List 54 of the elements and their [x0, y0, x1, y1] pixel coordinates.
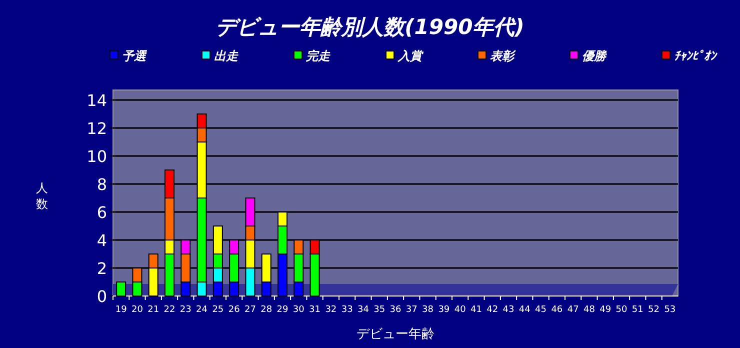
x-tick-label: 25	[212, 305, 224, 315]
x-tick-label: 38	[422, 305, 434, 315]
y-tick-label: 6	[96, 203, 107, 222]
x-tick-label: 40	[454, 305, 466, 315]
x-tick-label: 49	[600, 305, 612, 315]
legend-label: 優勝	[582, 49, 607, 63]
x-tick-label: 34	[357, 305, 370, 315]
x-tick-label: 36	[390, 305, 402, 315]
legend-label: ﾁｬﾝﾋﾟｵﾝ	[674, 49, 718, 63]
bar	[116, 282, 126, 296]
x-tick-label: 32	[325, 305, 337, 315]
x-tick-label: 30	[292, 305, 305, 315]
y-tick-label: 10	[86, 147, 107, 166]
x-tick-label: 21	[148, 305, 160, 315]
chart-title: デビュー年齢別人数(1990年代)	[216, 15, 524, 39]
x-tick-label: 28	[260, 305, 272, 315]
x-tick-label: 33	[341, 305, 353, 315]
x-tick-label: 27	[244, 305, 256, 315]
x-tick-label: 44	[518, 305, 531, 315]
legend-label: 表彰	[490, 49, 517, 63]
x-tick-label: 41	[470, 305, 482, 315]
y-tick-label: 0	[96, 287, 107, 306]
x-tick-label: 22	[164, 305, 176, 315]
x-tick-label: 46	[551, 305, 563, 315]
x-tick-label: 48	[583, 305, 596, 315]
y-tick-label: 12	[86, 119, 107, 138]
x-tick-label: 43	[502, 305, 514, 315]
y-axis-title: 人数	[36, 181, 48, 211]
x-tick-label: 35	[374, 305, 386, 315]
x-tick-label: 20	[131, 305, 144, 315]
x-tick-label: 53	[664, 305, 676, 315]
y-tick-label: 4	[96, 231, 107, 250]
legend-label: 入賞	[397, 49, 424, 63]
legend-label: 出走	[214, 49, 239, 63]
y-tick-label: 8	[96, 175, 107, 194]
legend-label: 予選	[122, 49, 147, 63]
x-tick-label: 31	[309, 305, 321, 315]
x-tick-label: 45	[535, 305, 547, 315]
x-tick-label: 52	[648, 305, 660, 315]
legend-label: 完走	[306, 49, 331, 63]
x-tick-label: 23	[180, 305, 192, 315]
x-tick-label: 39	[438, 305, 450, 315]
x-tick-label: 24	[196, 305, 208, 315]
x-tick-label: 51	[632, 305, 644, 315]
x-tick-label: 47	[567, 305, 579, 315]
x-tick-label: 29	[276, 305, 288, 315]
y-tick-label: 2	[96, 259, 107, 278]
x-tick-label: 50	[616, 305, 628, 315]
x-tick-label: 26	[228, 305, 240, 315]
y-tick-label: 14	[86, 91, 107, 110]
x-tick-label: 37	[406, 305, 418, 315]
x-tick-label: 42	[486, 305, 498, 315]
x-tick-label: 19	[115, 305, 128, 315]
x-axis-title: デビュー年齢	[356, 327, 434, 342]
